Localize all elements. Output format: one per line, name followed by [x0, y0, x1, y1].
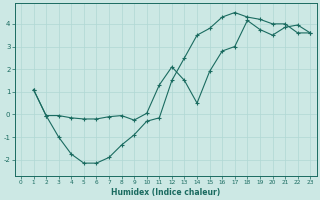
X-axis label: Humidex (Indice chaleur): Humidex (Indice chaleur) — [111, 188, 220, 197]
